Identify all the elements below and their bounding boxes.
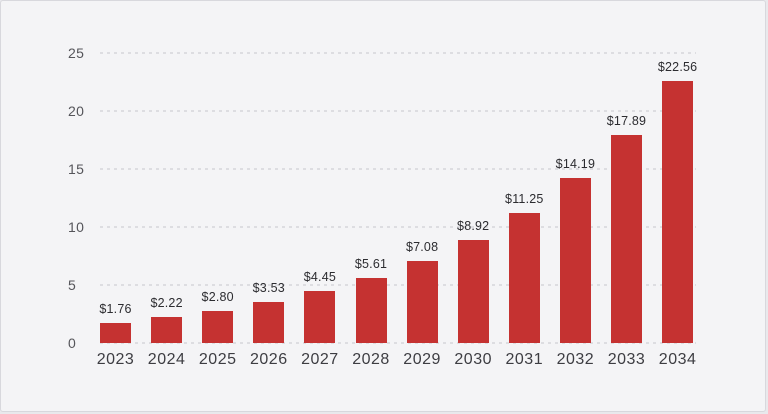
bar-2029	[406, 260, 438, 343]
bar-value-label: $8.92	[457, 218, 490, 233]
x-tick-label: 2024	[147, 351, 186, 368]
x-tick-label: 2033	[607, 351, 646, 368]
bar-2031	[508, 212, 540, 343]
bar-value-label: $11.25	[505, 191, 544, 206]
bar-2034	[662, 81, 694, 343]
bar-value-label: $22.56	[657, 60, 698, 75]
y-tick-label: 25	[68, 45, 85, 61]
gridline	[100, 284, 696, 286]
bar-2023	[100, 322, 131, 343]
x-tick-label: 2031	[505, 351, 544, 368]
x-tick-label: 2026	[250, 351, 288, 368]
bar-2032	[559, 178, 591, 343]
bar-value-label: $5.61	[354, 256, 388, 271]
x-tick-label: 2028	[352, 351, 390, 368]
y-tick-label: 5	[68, 277, 77, 293]
bar-2025	[202, 310, 234, 343]
gridline	[100, 342, 696, 344]
bar-value-label: $2.22	[150, 296, 183, 311]
y-tick-label: 0	[68, 335, 77, 351]
x-tick-label: 2027	[301, 351, 339, 368]
bar-value-label: $4.45	[303, 270, 337, 285]
y-tick-label: 20	[68, 103, 85, 119]
x-tick-label: 2034	[658, 351, 697, 368]
bar-value-label: $2.80	[201, 289, 234, 304]
gridline	[100, 226, 696, 228]
bar-2024	[151, 317, 183, 343]
y-tick-label: 15	[68, 161, 85, 177]
x-tick-label: 2032	[556, 351, 595, 368]
bar-value-label: $7.08	[405, 239, 439, 254]
bar-value-label: $3.53	[252, 281, 285, 296]
bar-2028	[355, 277, 387, 343]
bar-value-label: $1.76	[99, 301, 132, 316]
gridline	[100, 52, 696, 54]
gridline	[100, 110, 696, 112]
bar-2030	[457, 239, 489, 343]
gridline	[100, 168, 696, 170]
y-tick-label: 10	[68, 219, 85, 235]
bar-2026	[253, 302, 285, 343]
x-tick-label: 2025	[198, 351, 237, 368]
x-tick-label: 2023	[96, 351, 135, 368]
bar-2033	[611, 135, 642, 343]
bar-value-label: $14.19	[555, 157, 596, 172]
x-tick-label: 2029	[403, 351, 441, 368]
bar-2027	[304, 291, 336, 343]
x-tick-label: 2030	[454, 351, 492, 368]
bar-value-label: $17.89	[606, 114, 647, 129]
